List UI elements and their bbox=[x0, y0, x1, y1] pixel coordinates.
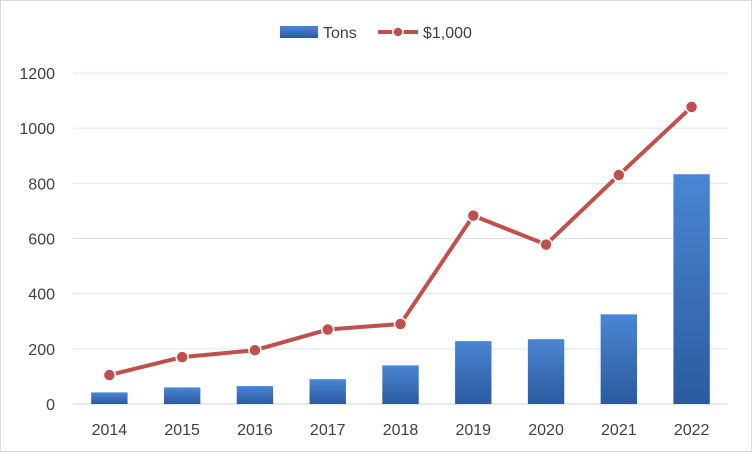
x-tick-label: 2019 bbox=[455, 422, 491, 439]
y-tick-label: 800 bbox=[28, 176, 55, 193]
y-tick-label: 1200 bbox=[19, 66, 55, 83]
point-dollars-2019 bbox=[466, 208, 481, 223]
bar-tons-2021 bbox=[600, 314, 638, 404]
bar-series bbox=[91, 174, 710, 404]
point-dollars-2020 bbox=[539, 237, 553, 252]
legend-swatch-marker bbox=[392, 26, 404, 38]
point-dollars-2021 bbox=[612, 168, 626, 182]
bar-tons-2014 bbox=[91, 392, 128, 404]
bar-tons-2017 bbox=[309, 379, 346, 404]
point-dollars-2015 bbox=[175, 350, 189, 364]
x-tick-label: 2017 bbox=[310, 422, 346, 439]
gridlines bbox=[73, 72, 728, 405]
y-tick-label: 600 bbox=[28, 232, 55, 249]
point-dollars-2014 bbox=[102, 368, 117, 382]
legend: Tons $1,000 bbox=[280, 25, 472, 42]
line-series bbox=[102, 100, 699, 382]
bar-tons-2015 bbox=[163, 387, 201, 404]
y-tick-label: 1000 bbox=[19, 121, 55, 138]
x-tick-label: 2018 bbox=[383, 422, 419, 439]
x-tick-label: 2015 bbox=[164, 422, 200, 439]
y-tick-label: 200 bbox=[28, 342, 55, 359]
x-tick-label: 2020 bbox=[528, 422, 564, 439]
point-dollars-2018 bbox=[393, 317, 408, 331]
legend-label-dollars: $1,000 bbox=[423, 25, 472, 42]
y-axis-ticks: 0 200 400 600 800 1000 1200 bbox=[19, 66, 55, 414]
x-tick-label: 2022 bbox=[674, 422, 710, 439]
point-dollars-2017 bbox=[320, 322, 335, 337]
bar-tons-2018 bbox=[382, 365, 419, 404]
bar-tons-2020 bbox=[527, 339, 565, 404]
x-axis-ticks: 2014 2015 2016 2017 2018 2019 2020 2021 2022 bbox=[92, 422, 710, 439]
y-tick-label: 0 bbox=[46, 397, 55, 414]
legend-swatch-tons bbox=[280, 26, 318, 38]
legend-label-tons: Tons bbox=[323, 25, 357, 42]
x-tick-label: 2016 bbox=[237, 422, 273, 439]
bar-tons-2019 bbox=[455, 341, 492, 404]
y-tick-label: 400 bbox=[28, 287, 55, 304]
point-dollars-2022 bbox=[684, 100, 699, 114]
point-dollars-2016 bbox=[248, 343, 262, 357]
bar-tons-2022 bbox=[673, 174, 710, 404]
bar-tons-2016 bbox=[236, 386, 274, 404]
x-tick-label: 2014 bbox=[92, 422, 128, 439]
x-tick-label: 2021 bbox=[601, 422, 637, 439]
